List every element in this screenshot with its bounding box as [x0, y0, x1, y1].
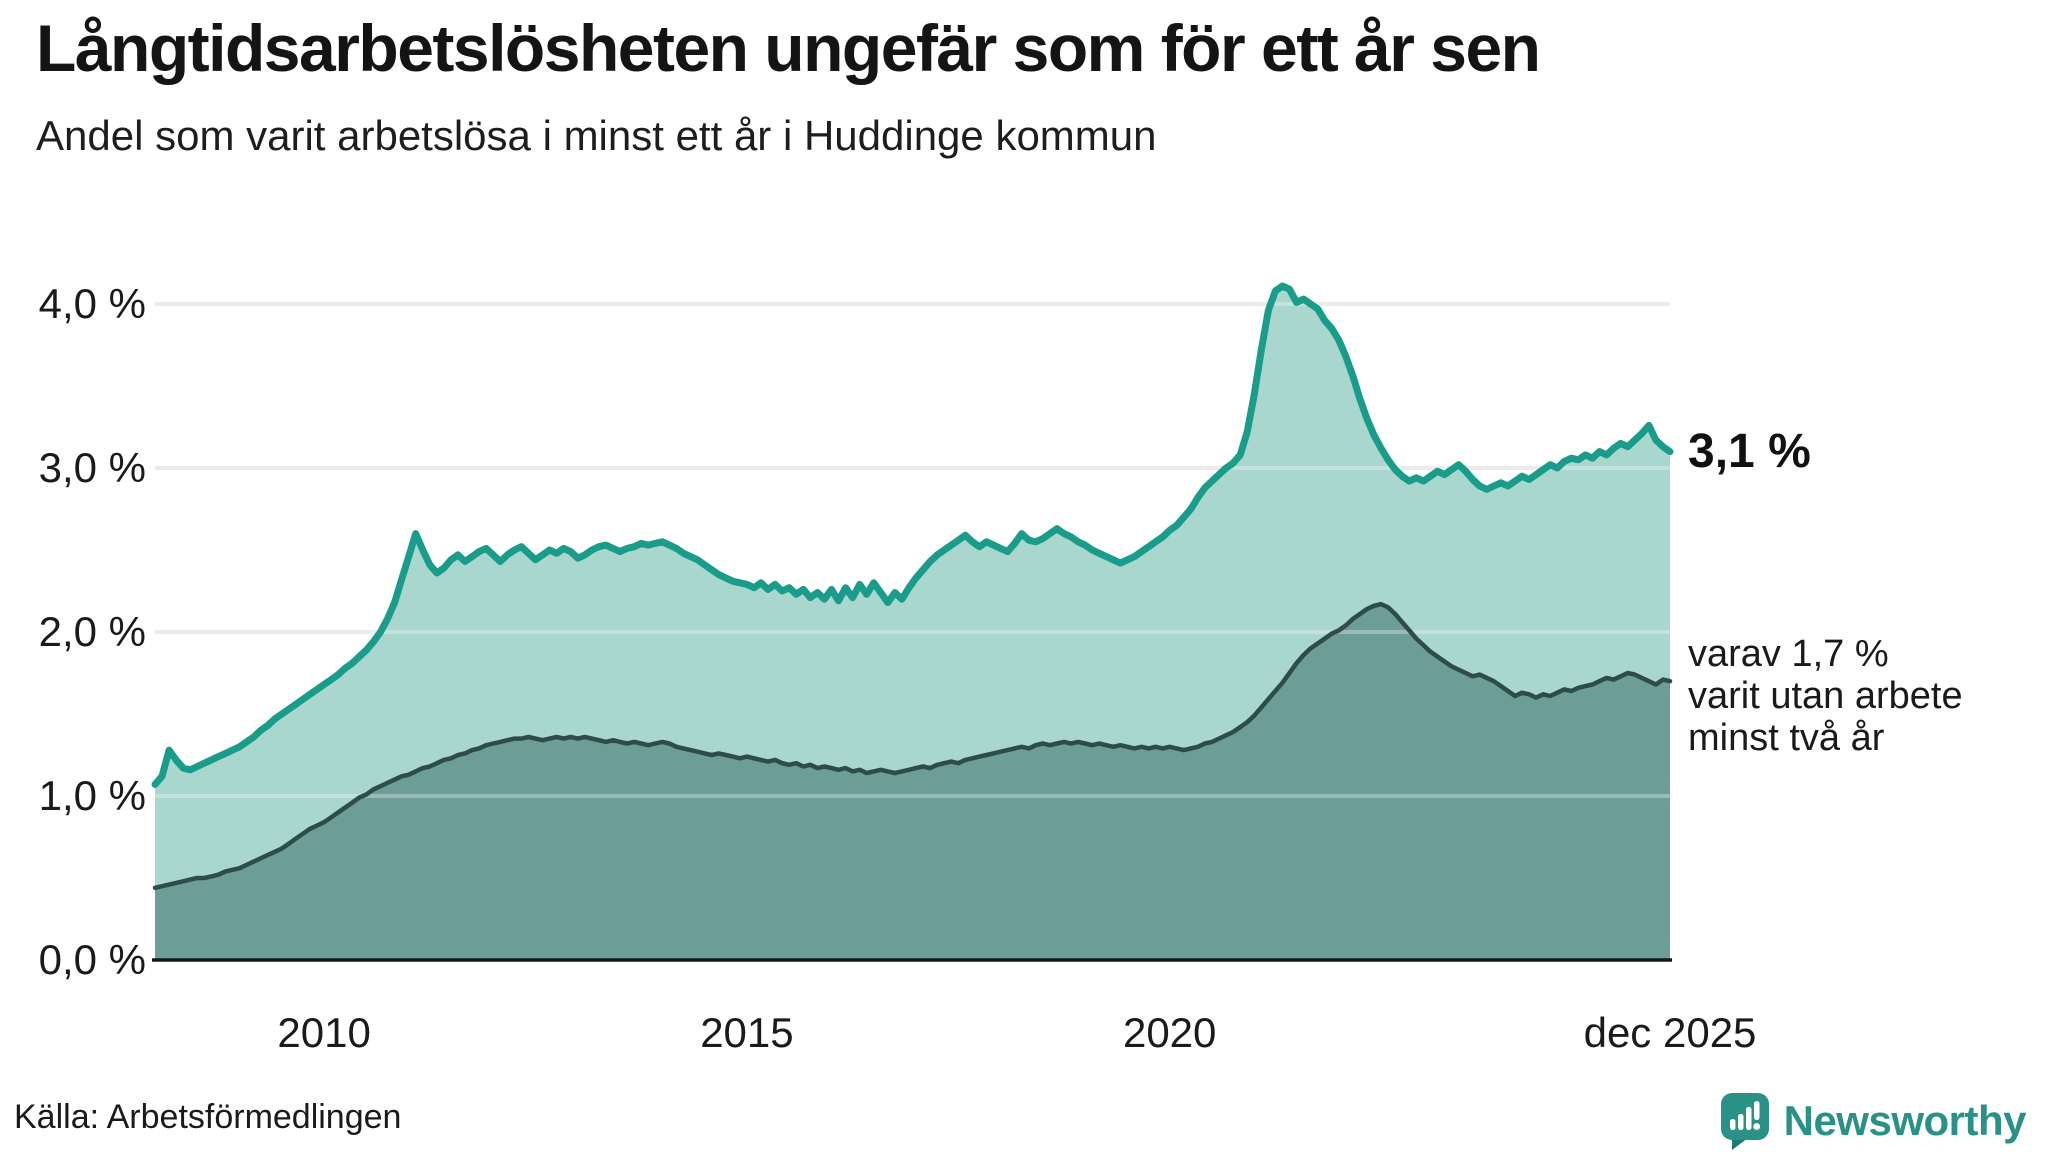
x-tick-label: 2020	[1122, 1009, 1217, 1056]
source-credit: Källa: Arbetsförmedlingen	[14, 1098, 402, 1136]
y-tick-label: 0,0 %	[38, 936, 146, 983]
y-tick-label: 3,0 %	[38, 444, 146, 491]
page-subtitle: Andel som varit arbetslösa i minst ett å…	[36, 112, 1157, 159]
subset-label-line-2: varit utan arbete	[1688, 675, 1963, 718]
x-tick-label: 2010	[277, 1009, 371, 1056]
subset-label-line-1: varav 1,7 %	[1688, 633, 1889, 676]
subset-label-line-3: minst två år	[1688, 717, 1885, 760]
newsworthy-icon	[1720, 1093, 1769, 1150]
y-tick-label: 2,0 %	[38, 608, 146, 655]
y-tick-label: 4,0 %	[38, 280, 146, 327]
newsworthy-logo: Newsworthy	[1720, 1092, 2027, 1150]
series-end-label-subset: varav 1,7 % varit utan arbete minst två …	[1688, 633, 1963, 759]
x-tick-label: dec 2025	[1583, 1009, 1757, 1056]
newsworthy-wordmark: Newsworthy	[1783, 1097, 2027, 1144]
x-tick-label: 2015	[700, 1009, 794, 1056]
series-end-label-total: 3,1 %	[1688, 424, 1811, 478]
page-title: Långtidsarbetslösheten ungefär som för e…	[36, 11, 1541, 85]
y-tick-label: 1,0 %	[38, 772, 146, 819]
